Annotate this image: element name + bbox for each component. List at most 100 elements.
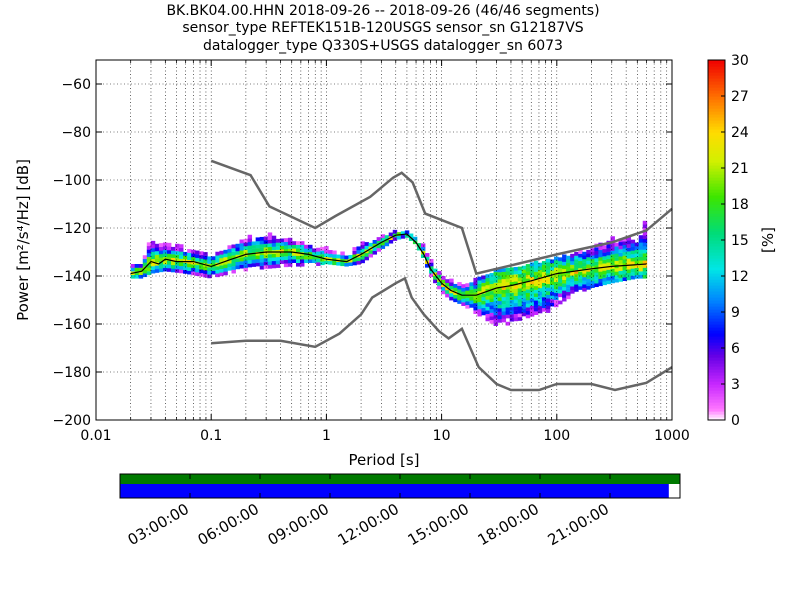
psd-cell xyxy=(630,239,636,244)
psd-cell xyxy=(529,309,535,314)
colorbar-segment xyxy=(708,366,725,370)
psd-cell xyxy=(602,245,607,250)
psd-cell xyxy=(308,244,313,249)
psd-cell xyxy=(481,279,486,283)
psd-cell xyxy=(618,249,623,253)
psd-cell xyxy=(630,246,636,251)
psd-cell xyxy=(529,262,535,267)
psd-cell xyxy=(158,264,164,269)
psd-cell xyxy=(332,261,337,266)
psd-cell xyxy=(211,256,216,261)
psd-cell xyxy=(199,251,204,256)
colorbar-segment xyxy=(708,210,725,214)
psd-cell xyxy=(501,275,507,280)
psd-cell xyxy=(501,314,507,319)
psd-cell xyxy=(489,294,494,299)
psd-cell xyxy=(203,252,208,256)
psd-cell xyxy=(562,297,567,302)
colorbar-segment xyxy=(708,81,725,85)
psd-cell xyxy=(481,293,486,298)
psd-cell xyxy=(554,260,559,264)
colorbar-segment xyxy=(708,195,725,199)
colorbar-segment xyxy=(708,414,725,418)
psd-cell xyxy=(594,247,599,252)
psd-cell xyxy=(259,254,265,259)
psd-cell xyxy=(513,299,519,304)
psd-cell xyxy=(501,282,507,287)
psd-cell xyxy=(412,236,418,241)
psd-cell xyxy=(630,243,636,248)
psd-cell xyxy=(638,246,644,250)
psd-cell xyxy=(541,293,547,298)
psd-cell xyxy=(497,293,503,298)
psd-cell xyxy=(255,255,261,260)
psd-cell xyxy=(521,265,527,270)
colorbar-segment xyxy=(708,333,725,337)
psd-cell xyxy=(634,242,640,247)
psd-cell xyxy=(485,292,490,297)
psd-cell xyxy=(283,238,289,242)
psd-cell xyxy=(469,300,474,305)
psd-cell xyxy=(425,256,430,261)
psd-cell xyxy=(545,273,551,277)
grid xyxy=(96,60,672,420)
psd-cell xyxy=(461,302,466,306)
psd-cell xyxy=(453,287,458,292)
psd-cell xyxy=(497,297,503,302)
psd-cell xyxy=(203,255,208,260)
psd-cell xyxy=(638,242,644,247)
colorbar-segment xyxy=(708,69,725,73)
psd-cell xyxy=(570,286,575,291)
psd-cell xyxy=(578,282,583,287)
psd-cell xyxy=(509,310,515,315)
psd-cell xyxy=(566,284,571,289)
psd-cell xyxy=(158,268,164,273)
colorbar-segment xyxy=(708,342,725,346)
psd-cell xyxy=(477,312,482,317)
psd-cell xyxy=(146,245,152,250)
psd-cell xyxy=(626,272,632,277)
psd-cell xyxy=(364,252,369,257)
psd-cell xyxy=(509,285,515,290)
psd-cell xyxy=(271,260,277,265)
psd-cell xyxy=(187,263,192,268)
psd-cell xyxy=(283,241,289,246)
psd-cell xyxy=(295,255,301,260)
psd-cell xyxy=(179,262,184,267)
psd-cell xyxy=(489,291,494,295)
psd-cell xyxy=(545,309,551,313)
psd-cell xyxy=(191,264,196,269)
psd-cell xyxy=(545,305,551,310)
colorbar-segment xyxy=(708,294,725,298)
psd-cell xyxy=(485,313,490,318)
psd-cell xyxy=(594,272,599,277)
psd-cell xyxy=(509,299,515,304)
psd-cell xyxy=(634,256,640,261)
psd-cell xyxy=(497,286,503,291)
psd-cell xyxy=(179,258,184,263)
psd-cell xyxy=(360,241,365,246)
psd-cell xyxy=(453,283,458,288)
psd-cell xyxy=(582,287,587,292)
psd-cell xyxy=(231,258,236,263)
psd-cell xyxy=(521,283,527,288)
psd-cell xyxy=(304,259,309,263)
psd-cell xyxy=(517,302,523,307)
psd-cell xyxy=(481,275,486,280)
colorbar-segment xyxy=(708,150,725,154)
psd-cell xyxy=(529,287,535,292)
colorbar-segment xyxy=(708,153,725,157)
colorbar-segment xyxy=(708,177,725,181)
colorbar-segment xyxy=(708,102,725,106)
psd-cell xyxy=(283,259,289,264)
colorbar-segment xyxy=(708,63,725,67)
psd-cell xyxy=(550,273,555,278)
psd-cell xyxy=(154,243,160,248)
psd-cell xyxy=(179,255,184,259)
psd-cell xyxy=(473,310,478,315)
psd-cell xyxy=(255,237,261,242)
psd-cell xyxy=(489,276,494,281)
psd-cell xyxy=(429,266,434,270)
timeline-tick-label: 18:00:00 xyxy=(475,500,542,549)
colorbar-segment xyxy=(708,399,725,403)
